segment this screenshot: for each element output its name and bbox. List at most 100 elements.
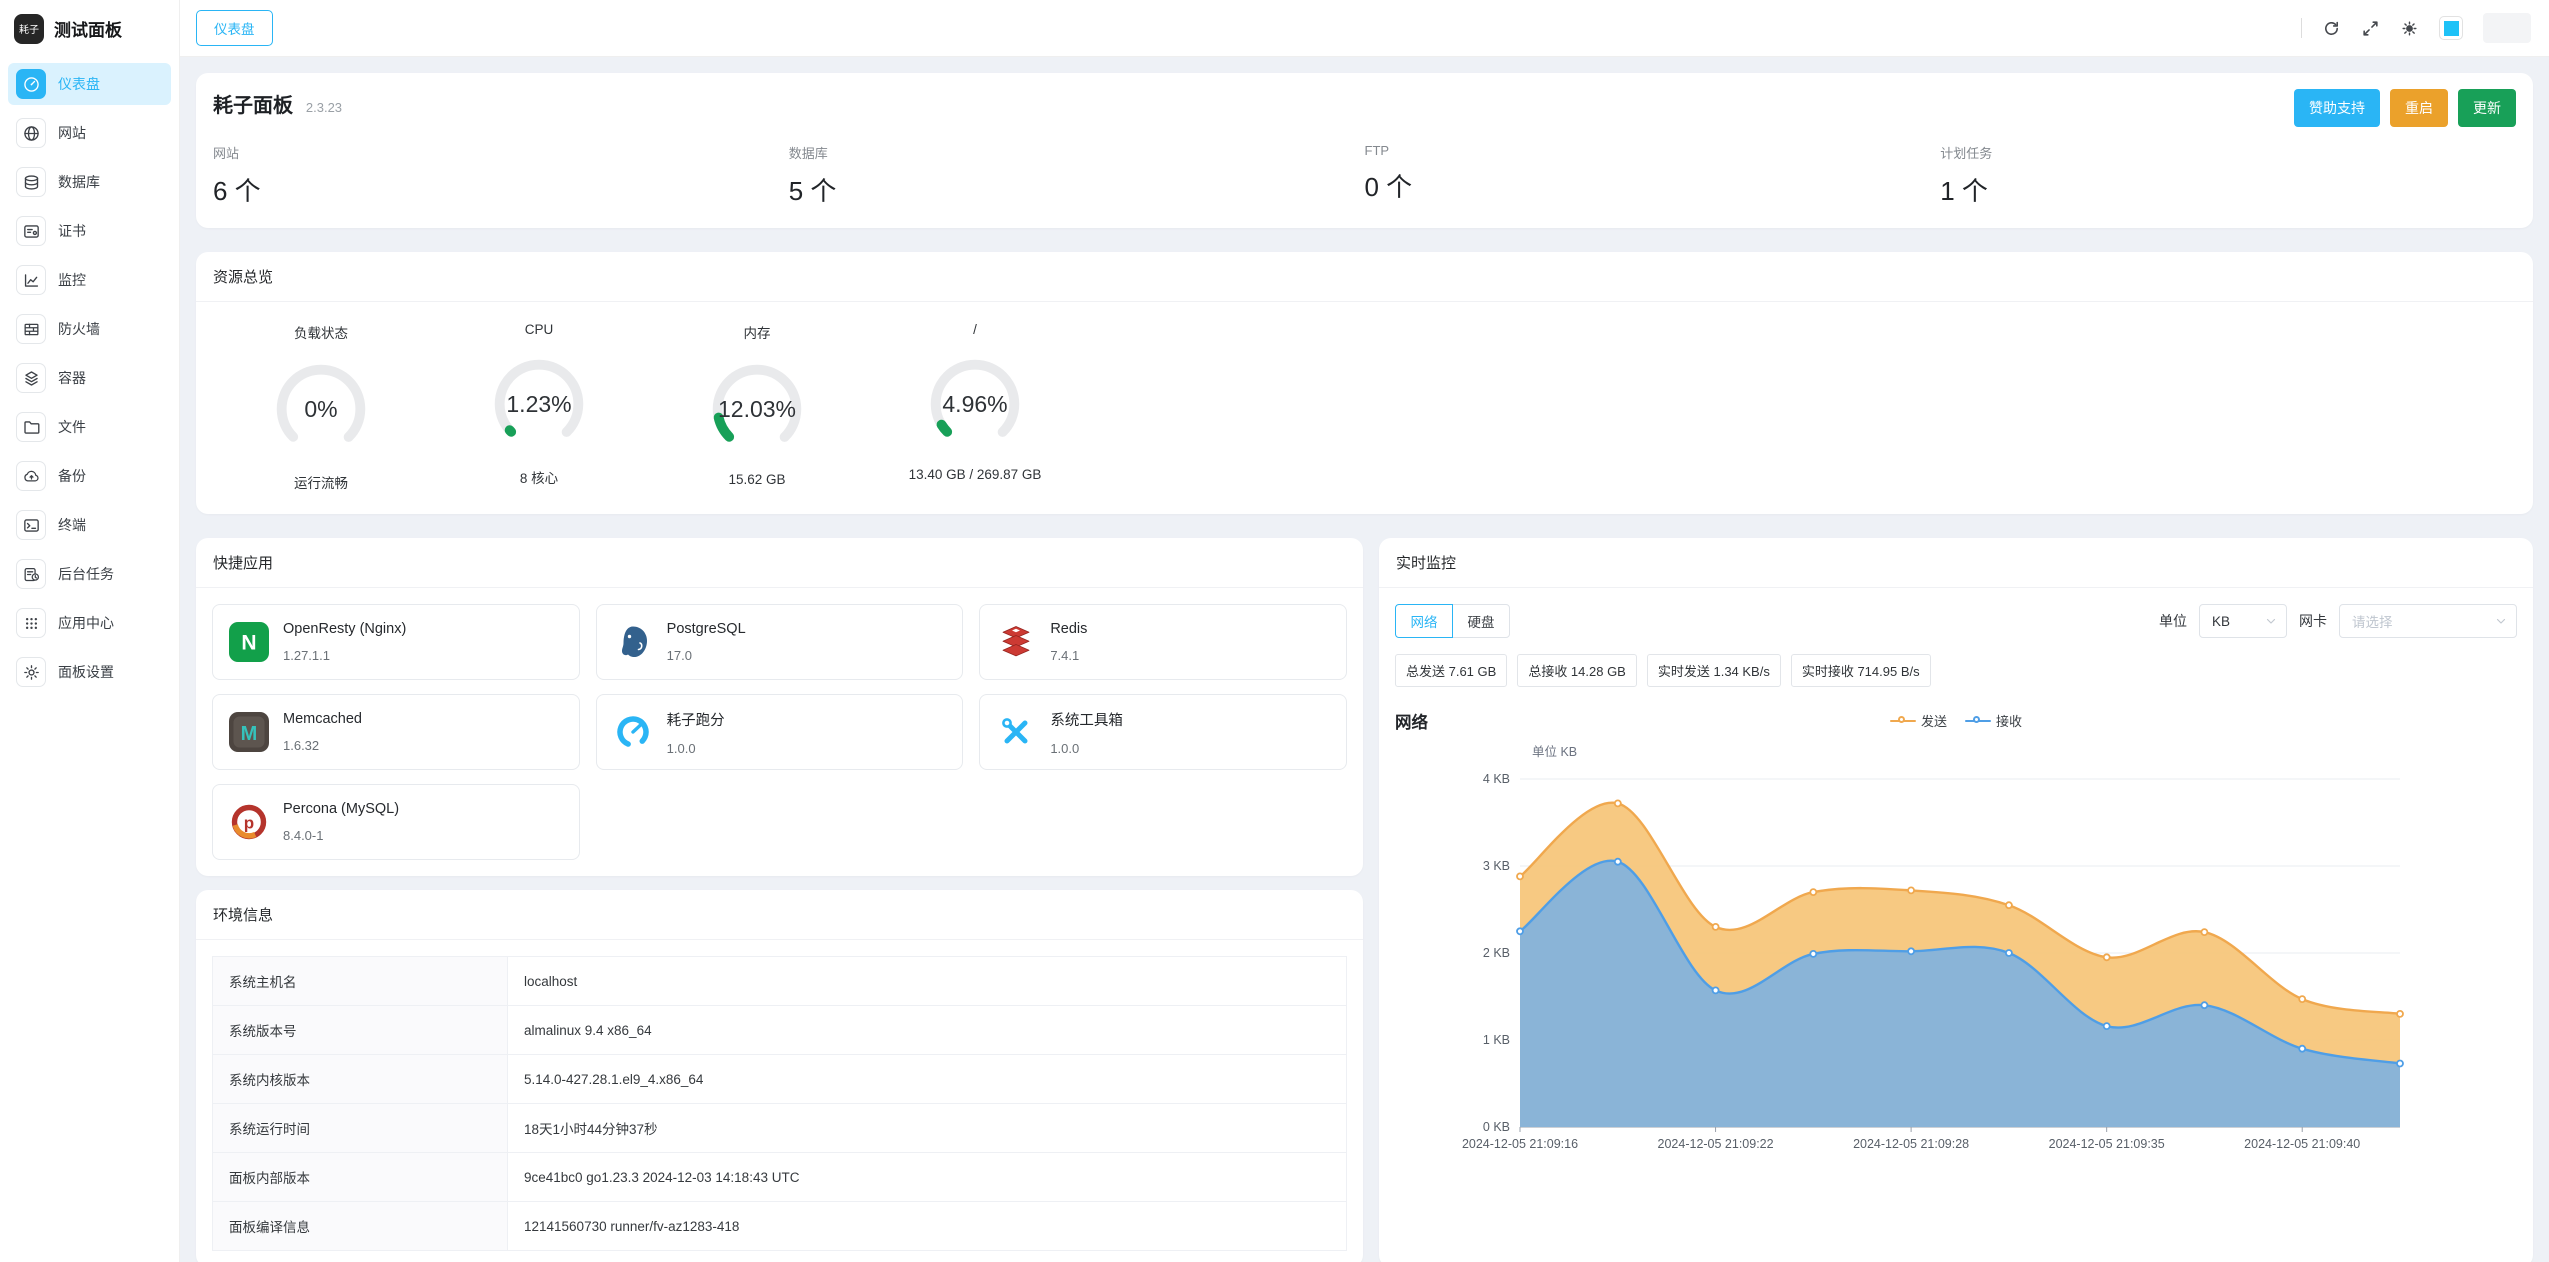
chevron-down-icon: [2266, 618, 2276, 624]
toolbox-icon: [996, 712, 1036, 752]
firewall-icon: [16, 314, 46, 344]
unit-label: 单位: [2159, 613, 2187, 629]
app-postgresql[interactable]: PostgreSQL 17.0: [595, 604, 964, 680]
chart-title: 网络: [1395, 714, 1428, 732]
sponsor-button[interactable]: 赞助支持: [2294, 89, 2380, 127]
sidebar-item-background-tasks[interactable]: 后台任务: [8, 553, 171, 595]
restart-button[interactable]: 重启: [2390, 89, 2448, 127]
sidebar-item-label: 网站: [58, 125, 86, 141]
fullscreen-icon[interactable]: [2361, 19, 2380, 38]
panel-version: 2.3.23: [305, 100, 343, 115]
legend-receive[interactable]: 接收: [1965, 711, 2022, 730]
legend-send[interactable]: 发送: [1889, 711, 1947, 730]
svg-text:3 KB: 3 KB: [1483, 859, 1510, 873]
svg-text:2024-12-05 21:09:28: 2024-12-05 21:09:28: [1853, 1137, 1969, 1151]
tab-network[interactable]: 网络: [1395, 604, 1453, 638]
svg-text:2024-12-05 21:09:40: 2024-12-05 21:09:40: [2244, 1137, 2360, 1151]
svg-text:p: p: [244, 814, 254, 833]
app-redis[interactable]: Redis 7.4.1: [979, 604, 1347, 680]
topbar: 仪表盘: [180, 0, 2549, 57]
sidebar-item-terminal[interactable]: 终端: [8, 504, 171, 546]
cpu-gauge: 1.23%: [480, 345, 598, 463]
sidebar-item-monitoring[interactable]: 监控: [8, 259, 171, 301]
sidebar-item-panel-settings[interactable]: 面板设置: [8, 651, 171, 693]
apps-grid: N OpenResty (Nginx) 1.27.1.1 PostgreSQL 17…: [196, 588, 1363, 876]
refresh-icon[interactable]: [2322, 19, 2341, 38]
sidebar-item-app-center[interactable]: 应用中心: [8, 602, 171, 644]
sidebar-item-databases[interactable]: 数据库: [8, 161, 171, 203]
sidebar-item-certificates[interactable]: 证书: [8, 210, 171, 252]
backup-icon: [16, 461, 46, 491]
sidebar-item-label: 防火墙: [58, 321, 100, 337]
update-button[interactable]: 更新: [2458, 89, 2516, 127]
table-row: 系统运行时间 18天1小时44分钟37秒: [212, 1103, 1347, 1153]
app-toolbox[interactable]: 系统工具箱 1.0.0: [979, 694, 1347, 770]
stat-websites: 网站 6 个: [213, 146, 261, 206]
svg-text:2024-12-05 21:09:22: 2024-12-05 21:09:22: [1658, 1137, 1774, 1151]
svg-text:0 KB: 0 KB: [1483, 1120, 1510, 1134]
sidebar-item-label: 备份: [58, 468, 86, 484]
resources-card: 资源总览 负载状态 0% 运行流畅 CPU 1.2: [196, 252, 2533, 514]
gauge-cpu: CPU 1.23% 8 核心: [430, 322, 648, 492]
sidebar-menu: 仪表盘 网站 数据库 证书 监控 防火墙: [0, 57, 179, 706]
website-icon: [16, 118, 46, 148]
panel-title-wrap: 耗子面板 2.3.23: [213, 89, 342, 118]
legend-marker-icon: [1889, 715, 1916, 726]
network-area-chart: 4 KB 3 KB 2 KB 1 KB 0 KB 2024-12-05 21:09:16 2…: [1462, 744, 2404, 1151]
sidebar-item-label: 容器: [58, 370, 86, 386]
unit-select[interactable]: KB: [2199, 604, 2287, 638]
table-row: 系统主机名 localhost: [212, 956, 1347, 1006]
legend-marker-icon: [1965, 715, 1991, 726]
svg-text:单位 KB: 单位 KB: [1532, 744, 1577, 759]
dashboard-content: 耗子面板 2.3.23 赞助支持 重启 更新 网站 6 个 数据: [180, 57, 2549, 1262]
sidebar-item-label: 证书: [58, 223, 86, 239]
svg-text:N: N: [241, 632, 256, 655]
summary-stats: 网站 6 个 数据库 5 个 FTP 0 个 计划任务 1 个: [213, 143, 2516, 208]
sidebar-item-backup[interactable]: 备份: [8, 455, 171, 497]
tab-disk[interactable]: 硬盘: [1452, 604, 1510, 638]
quick-apps-title: 快捷应用: [196, 538, 1363, 588]
sidebar-item-dashboard[interactable]: 仪表盘: [8, 63, 171, 105]
table-row: 系统内核版本 5.14.0-427.28.1.el9_4.x86_64: [212, 1054, 1347, 1104]
panel-summary-card: 耗子面板 2.3.23 赞助支持 重启 更新 网站 6 个 数据: [196, 73, 2533, 228]
nic-label: 网卡: [2299, 613, 2327, 629]
page-title: 耗子面板: [213, 95, 293, 117]
stat-cron: 计划任务 1 个: [1940, 146, 1993, 206]
appstore-icon: [16, 608, 46, 638]
percona-icon: p: [229, 802, 269, 842]
svg-text:M: M: [241, 723, 258, 745]
sidebar-item-label: 面板设置: [58, 664, 114, 680]
sidebar-item-firewall[interactable]: 防火墙: [8, 308, 171, 350]
tasks-icon: [16, 559, 46, 589]
terminal-icon: [16, 510, 46, 540]
main-area: 仪表盘 耗子面板 2.3.23 赞助支持: [180, 0, 2549, 1262]
disk-gauge: 4.96%: [916, 345, 1034, 463]
resources-title: 资源总览: [196, 252, 2533, 302]
monitor-type-tabs: 网络 硬盘: [1395, 604, 1510, 638]
brand: 耗子 测试面板: [0, 0, 179, 57]
theme-color-swatch[interactable]: [2439, 16, 2463, 40]
sidebar-item-label: 文件: [58, 419, 86, 435]
app-memcached[interactable]: M Memcached 1.6.32: [212, 694, 580, 770]
chevron-down-icon: [2496, 618, 2506, 624]
panel-actions: 赞助支持 重启 更新: [2294, 89, 2516, 127]
app-benchmark[interactable]: 耗子跑分 1.0.0: [595, 694, 964, 770]
gauge-disk-root: / 4.96% 13.40 GB / 269.87 GB: [908, 322, 1042, 482]
sidebar-item-files[interactable]: 文件: [8, 406, 171, 448]
svg-text:2024-12-05 21:09:35: 2024-12-05 21:09:35: [2049, 1137, 2165, 1151]
app-logo: 耗子: [14, 13, 44, 44]
certificate-icon: [16, 216, 46, 246]
sidebar-item-containers[interactable]: 容器: [8, 357, 171, 399]
svg-text:2024-12-05 21:09:16: 2024-12-05 21:09:16: [1462, 1137, 1578, 1151]
tab-dashboard[interactable]: 仪表盘: [196, 10, 273, 46]
app-openresty[interactable]: N OpenResty (Nginx) 1.27.1.1: [212, 604, 580, 680]
sidebar-item-label: 应用中心: [58, 615, 114, 631]
app-percona[interactable]: p Percona (MySQL) 8.4.0-1: [212, 784, 580, 860]
svg-text:1 KB: 1 KB: [1483, 1033, 1510, 1047]
sidebar-item-websites[interactable]: 网站: [8, 112, 171, 154]
environment-title: 环境信息: [196, 890, 1363, 940]
environment-table: 系统主机名 localhost 系统版本号 almalinux 9.4 x86_64…: [212, 956, 1347, 1251]
theme-light-icon[interactable]: [2400, 19, 2419, 38]
nic-select[interactable]: 请选择: [2339, 604, 2517, 638]
stat-databases: 数据库 5 个: [788, 146, 837, 206]
